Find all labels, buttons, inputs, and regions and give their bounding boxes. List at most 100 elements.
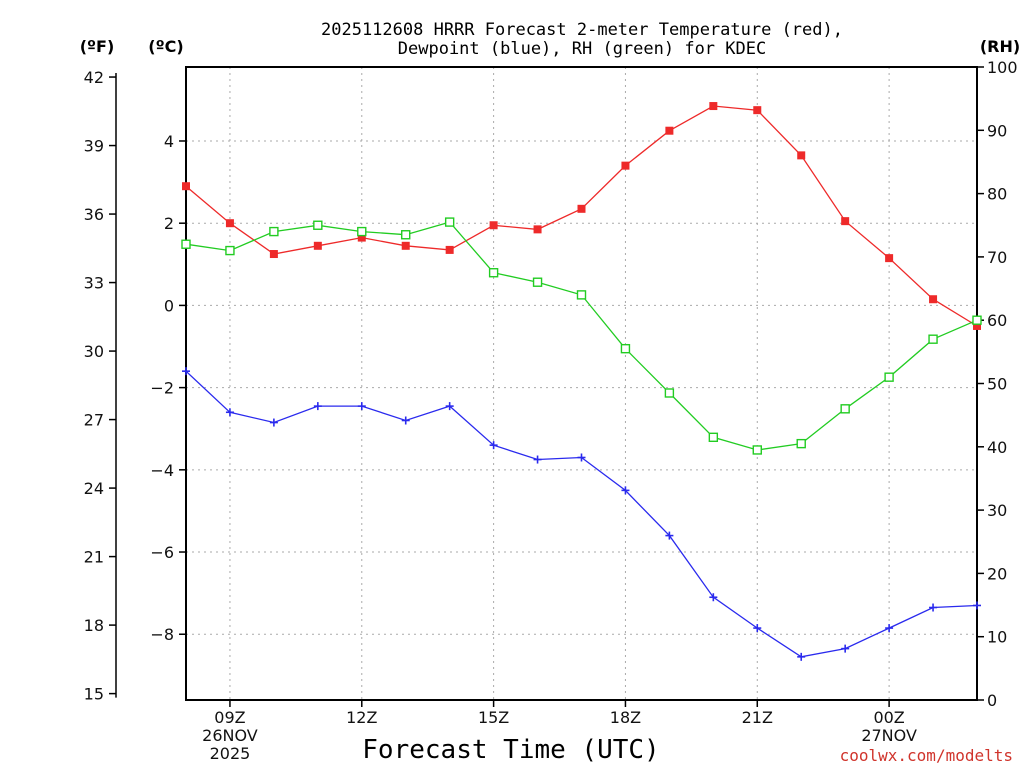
plot-frame <box>185 66 978 701</box>
fahrenheit-tick-label: 24 <box>84 479 104 498</box>
rh-point <box>928 334 938 344</box>
temperature-point <box>753 106 762 115</box>
rh-tick-label: 10 <box>987 628 1007 647</box>
temperature-point <box>621 161 630 170</box>
temperature-point <box>797 151 806 160</box>
fahrenheit-unit-label: (ºF) <box>80 37 115 56</box>
rh-tick-label: 0 <box>987 691 997 710</box>
x-tick-label: 21Z <box>742 708 773 727</box>
fahrenheit-tick-label: 27 <box>84 411 104 430</box>
temperature-point <box>929 295 938 304</box>
dewpoint-point <box>225 408 234 417</box>
temperature-point <box>401 241 410 250</box>
fahrenheit-tick-label: 33 <box>84 274 104 293</box>
temperature-point <box>445 245 454 254</box>
x-tick-label: 27NOV <box>861 726 917 745</box>
dewpoint-point <box>665 531 674 540</box>
dewpoint-point <box>489 441 498 450</box>
dewpoint-point <box>621 486 630 495</box>
fahrenheit-tick-label: 21 <box>84 548 104 567</box>
celsius-tick-label: 0 <box>164 296 174 315</box>
temperature-point <box>885 254 894 263</box>
dewpoint-point <box>841 644 850 653</box>
rh-tick-label: 70 <box>987 248 1007 267</box>
temperature-point <box>313 241 322 250</box>
fahrenheit-tick-label: 30 <box>84 342 104 361</box>
x-tick-label: 2025 <box>210 744 251 763</box>
rh-tick-label: 80 <box>987 185 1007 204</box>
celsius-tick-label: −6 <box>150 543 174 562</box>
dewpoint-point <box>182 367 190 376</box>
celsius-unit-label: (ºC) <box>148 37 183 56</box>
rh-point <box>576 290 587 300</box>
rh-line <box>185 221 978 451</box>
x-tick-label: 00Z <box>873 708 904 727</box>
rh-tick-label: 40 <box>987 438 1007 457</box>
dewpoint-point <box>269 418 278 427</box>
x-tick-label: 15Z <box>478 708 509 727</box>
rh-tick-label: 100 <box>987 58 1018 77</box>
rh-point <box>269 226 279 237</box>
x-tick-label: 12Z <box>346 708 377 727</box>
axes: 42393633302724211815420−2−4−6−8100908070… <box>84 58 1018 763</box>
rh-point <box>313 220 323 230</box>
dewpoint-point <box>885 624 894 633</box>
rh-point <box>532 277 543 287</box>
temperature-point <box>182 182 190 191</box>
rh-point <box>972 315 982 325</box>
temperature-point <box>533 225 542 234</box>
temperature-point <box>665 126 674 135</box>
x-tick-label: 09Z <box>214 708 245 727</box>
rh-point <box>401 230 411 240</box>
rh-tick-label: 20 <box>987 564 1007 583</box>
fahrenheit-tick-label: 42 <box>84 68 104 87</box>
series-layer <box>181 102 982 661</box>
x-axis-label: Forecast Time (UTC) <box>362 735 659 765</box>
gridlines <box>186 67 977 700</box>
fahrenheit-tick-label: 18 <box>84 616 104 635</box>
celsius-tick-label: −8 <box>150 625 174 644</box>
dewpoint-line <box>185 370 978 658</box>
dewpoint-point <box>401 416 410 425</box>
celsius-tick-label: −2 <box>150 379 174 398</box>
dewpoint-point <box>797 652 806 661</box>
temperature-point <box>269 250 278 259</box>
x-tick-label: 18Z <box>610 708 641 727</box>
rh-point <box>664 388 675 398</box>
chart-title-line-2: Dewpoint (blue), RH (green) for KDEC <box>398 39 766 59</box>
rh-point <box>840 404 850 414</box>
dewpoint-point <box>357 402 366 411</box>
temperature-point <box>709 102 718 111</box>
rh-tick-label: 60 <box>987 311 1007 330</box>
rh-point <box>181 239 191 249</box>
temperature-point <box>357 233 366 242</box>
rh-unit-label: (RH) <box>980 37 1020 56</box>
temperature-point <box>225 219 234 228</box>
rh-point <box>796 438 806 449</box>
dewpoint-point <box>709 593 718 602</box>
fahrenheit-tick-label: 36 <box>84 205 104 224</box>
x-tick-label: 26NOV <box>202 726 258 745</box>
rh-point <box>708 432 719 443</box>
dewpoint-point <box>753 624 762 633</box>
rh-point <box>444 217 455 227</box>
rh-tick-label: 30 <box>987 501 1007 520</box>
temperature-point <box>577 204 586 213</box>
rh-tick-label: 50 <box>987 375 1007 394</box>
dewpoint-point <box>929 603 938 612</box>
rh-point <box>884 372 894 382</box>
temperature-point <box>973 321 981 330</box>
rh-tick-label: 90 <box>987 121 1007 140</box>
dewpoint-point <box>973 601 981 610</box>
rh-point <box>752 445 762 455</box>
rh-point <box>488 268 499 278</box>
rh-point <box>225 245 235 256</box>
dewpoint-point <box>313 402 322 411</box>
fahrenheit-tick-label: 15 <box>84 685 104 704</box>
dewpoint-point <box>445 402 454 411</box>
temperature-point <box>841 217 850 226</box>
chart-title-line-1: 2025112608 HRRR Forecast 2-meter Tempera… <box>321 20 843 40</box>
rh-point <box>357 226 367 237</box>
celsius-tick-label: 2 <box>164 214 174 233</box>
